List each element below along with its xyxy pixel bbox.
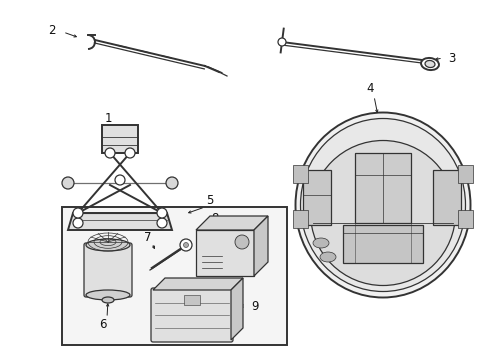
FancyBboxPatch shape <box>293 165 308 183</box>
Text: 1: 1 <box>104 112 112 125</box>
Text: 8: 8 <box>211 212 219 225</box>
FancyBboxPatch shape <box>458 165 473 183</box>
Circle shape <box>166 177 178 189</box>
Ellipse shape <box>320 252 336 262</box>
Bar <box>62 207 287 345</box>
Bar <box>184 295 200 305</box>
FancyBboxPatch shape <box>355 153 411 223</box>
Circle shape <box>73 218 83 228</box>
Text: 4: 4 <box>366 81 374 95</box>
Ellipse shape <box>421 58 439 70</box>
FancyBboxPatch shape <box>151 288 233 342</box>
Circle shape <box>157 218 167 228</box>
Ellipse shape <box>313 238 329 248</box>
Ellipse shape <box>300 118 466 292</box>
Circle shape <box>180 239 192 251</box>
Circle shape <box>73 208 83 218</box>
FancyBboxPatch shape <box>343 225 423 263</box>
FancyBboxPatch shape <box>458 210 473 228</box>
Circle shape <box>115 175 125 185</box>
Circle shape <box>183 243 189 248</box>
Circle shape <box>105 148 115 158</box>
Bar <box>196 230 254 276</box>
Circle shape <box>62 177 74 189</box>
Polygon shape <box>254 216 268 276</box>
FancyBboxPatch shape <box>293 210 308 228</box>
Circle shape <box>125 148 135 158</box>
Polygon shape <box>231 278 243 340</box>
Circle shape <box>278 38 286 46</box>
Polygon shape <box>68 213 172 230</box>
FancyBboxPatch shape <box>102 125 138 153</box>
Ellipse shape <box>102 297 114 303</box>
Ellipse shape <box>425 60 435 68</box>
FancyBboxPatch shape <box>303 170 331 225</box>
FancyBboxPatch shape <box>433 170 461 225</box>
Ellipse shape <box>86 239 130 251</box>
Text: 6: 6 <box>99 319 107 332</box>
Text: 3: 3 <box>448 51 456 64</box>
Text: 7: 7 <box>144 230 152 243</box>
Polygon shape <box>153 278 243 290</box>
Ellipse shape <box>311 140 456 285</box>
Ellipse shape <box>86 290 130 300</box>
Polygon shape <box>196 216 268 230</box>
Circle shape <box>157 208 167 218</box>
Circle shape <box>235 235 249 249</box>
Text: 5: 5 <box>206 194 214 207</box>
Text: 9: 9 <box>251 300 259 312</box>
FancyBboxPatch shape <box>84 243 132 297</box>
Ellipse shape <box>295 113 470 297</box>
Text: 2: 2 <box>48 23 56 36</box>
